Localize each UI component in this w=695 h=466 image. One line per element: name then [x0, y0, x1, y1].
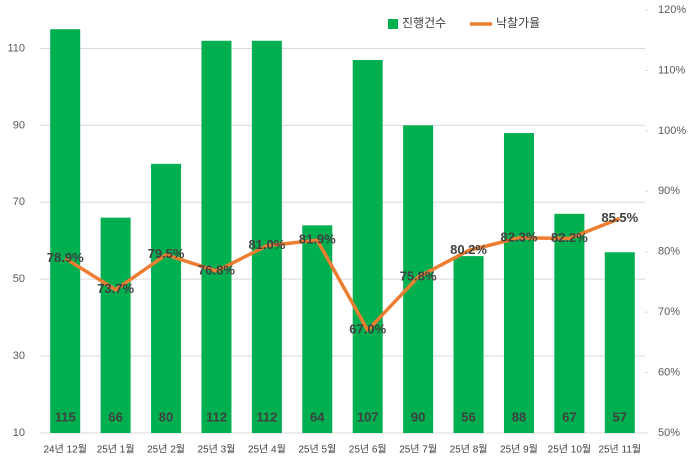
line-label: 75.8%	[400, 269, 437, 284]
bar-label: 107	[357, 409, 379, 424]
bar	[100, 217, 131, 433]
line-label: 82.3%	[501, 229, 538, 244]
line-label: 85.5%	[601, 210, 638, 225]
x-tick-label: 25년 2월	[147, 444, 185, 456]
bar-label: 56	[461, 409, 475, 424]
y2-tick-label: 60%	[658, 366, 680, 378]
bar	[554, 213, 585, 433]
bar-label: 67	[562, 409, 576, 424]
bar	[50, 29, 81, 434]
bar-label: 90	[411, 409, 425, 424]
y-tick-label: 10	[13, 427, 25, 439]
y2-tick-label: 110%	[658, 64, 686, 76]
y-tick-label: 90	[13, 119, 25, 131]
legend-label: 진행건수	[402, 15, 446, 30]
line-label: 82.2%	[551, 230, 588, 245]
line-label: 81.0%	[248, 237, 285, 252]
x-tick-label: 25년 7월	[399, 444, 437, 456]
line-label: 81.9%	[299, 232, 336, 247]
y2-tick-label: 90%	[658, 185, 680, 197]
bar-label: 80	[159, 409, 173, 424]
legend-swatch	[388, 19, 398, 29]
bar	[604, 252, 635, 433]
x-tick-label: 25년 8월	[450, 444, 488, 456]
bar-label: 115	[55, 409, 76, 424]
x-tick-label: 25년 9월	[500, 444, 538, 456]
line-label: 67.0%	[349, 322, 386, 337]
x-tick-label: 25년 3월	[198, 444, 236, 456]
y-tick-label: 30	[13, 350, 25, 362]
bar-label: 112	[206, 409, 227, 424]
legend-label: 낙찰가율	[496, 16, 540, 30]
x-tick-label: 25년 11월	[598, 444, 641, 456]
bar	[151, 163, 182, 433]
y2-tick-label: 70%	[658, 306, 680, 318]
bar-label: 88	[512, 409, 526, 424]
line-label: 79.5%	[148, 246, 185, 261]
line	[64, 216, 621, 333]
bar	[251, 40, 282, 433]
bar	[352, 59, 383, 434]
x-tick-label: 25년 4월	[248, 444, 286, 456]
bar-label: 66	[108, 409, 122, 424]
bar-label: 57	[613, 409, 627, 424]
line-label: 78.9%	[47, 250, 84, 265]
line-label: 73.7%	[97, 281, 134, 296]
y2-tick-label: 100%	[658, 125, 686, 137]
x-tick-label: 25년 5월	[298, 444, 336, 456]
y-tick-label: 110	[7, 42, 25, 54]
bar	[453, 256, 484, 433]
bar-label: 112	[256, 409, 277, 424]
x-tick-label: 25년 1월	[97, 444, 135, 456]
x-tick-label: 24년 12월	[43, 444, 86, 456]
bar	[503, 133, 534, 433]
x-tick-label: 25년 10월	[548, 444, 591, 456]
y-tick-label: 50	[13, 273, 25, 285]
y2-tick-label: 80%	[658, 246, 680, 258]
y2-tick-label: 120%	[658, 4, 686, 16]
y2-tick-label: 50%	[658, 427, 680, 439]
bar	[201, 40, 232, 433]
line-label: 80.2%	[450, 242, 487, 257]
line-label: 76.8%	[198, 262, 235, 277]
y-tick-label: 70	[13, 196, 25, 208]
bar-label: 64	[310, 409, 325, 424]
x-tick-label: 25년 6월	[349, 444, 387, 456]
